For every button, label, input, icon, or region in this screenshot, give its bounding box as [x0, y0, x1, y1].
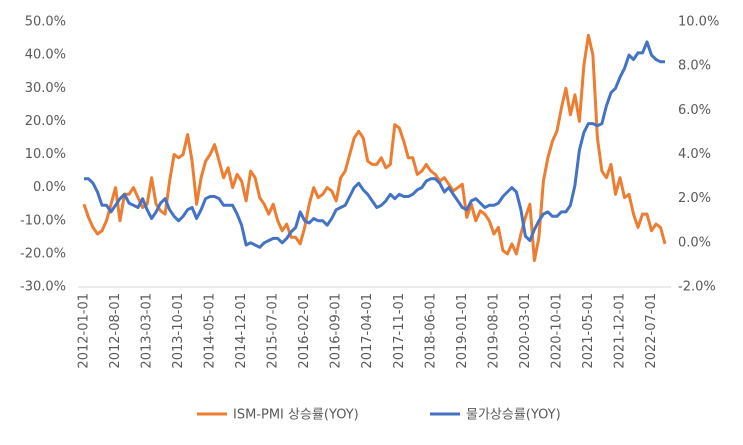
y2-tick-label: -2.0% — [678, 280, 716, 295]
y2-tick-label: 4.0% — [678, 147, 711, 162]
x-tick-label: 2015-07-01 — [266, 293, 281, 369]
y-tick-label: -30.0% — [20, 280, 66, 295]
y2-tick-label: 2.0% — [678, 191, 711, 206]
x-tick-label: 2013-03-01 — [140, 293, 155, 369]
x-tick-label: 2021-12-01 — [612, 293, 627, 369]
y-tick-label: 0.0% — [33, 180, 66, 195]
x-tick-label: 2014-12-01 — [234, 293, 249, 369]
x-tick-label: 2022-07-01 — [644, 293, 659, 369]
x-tick-label: 2020-03-01 — [518, 293, 533, 369]
series-line — [84, 40, 665, 249]
x-tick-label: 2013-10-01 — [171, 293, 186, 369]
x-tick-label: 2014-05-01 — [203, 293, 218, 369]
x-tick-label: 2012-01-01 — [77, 293, 92, 369]
y-tick-label: -20.0% — [20, 246, 66, 261]
x-tick-label: 2016-09-01 — [329, 293, 344, 369]
legend-label: ISM-PMI 상승률(YOY) — [233, 408, 359, 423]
y-tick-label: -10.0% — [20, 213, 66, 228]
y2-tick-label: 8.0% — [678, 59, 711, 74]
y2-tick-label: 0.0% — [678, 235, 711, 250]
y-tick-label: 40.0% — [25, 48, 66, 63]
legend-label: 물가상승률(YOY) — [466, 408, 561, 423]
y-tick-label: 10.0% — [25, 147, 66, 162]
x-tick-label: 2019-08-01 — [486, 293, 501, 369]
x-tick-label: 2021-05-01 — [581, 293, 596, 369]
x-tick-label: 2017-04-01 — [360, 293, 375, 369]
y-tick-label: 30.0% — [25, 81, 66, 96]
x-tick-label: 2017-11-01 — [392, 293, 407, 369]
y2-tick-label: 6.0% — [678, 103, 711, 118]
y-tick-label: 20.0% — [25, 114, 66, 129]
y-tick-label: 50.0% — [25, 15, 66, 30]
y2-tick-label: 10.0% — [678, 15, 719, 30]
series-line — [82, 33, 667, 262]
x-tick-label: 2016-02-01 — [297, 293, 312, 369]
x-tick-label: 2018-06-01 — [423, 293, 438, 369]
x-tick-label: 2019-01-01 — [455, 293, 470, 369]
x-tick-label: 2012-08-01 — [108, 293, 123, 369]
x-tick-label: 2020-10-01 — [549, 293, 564, 369]
